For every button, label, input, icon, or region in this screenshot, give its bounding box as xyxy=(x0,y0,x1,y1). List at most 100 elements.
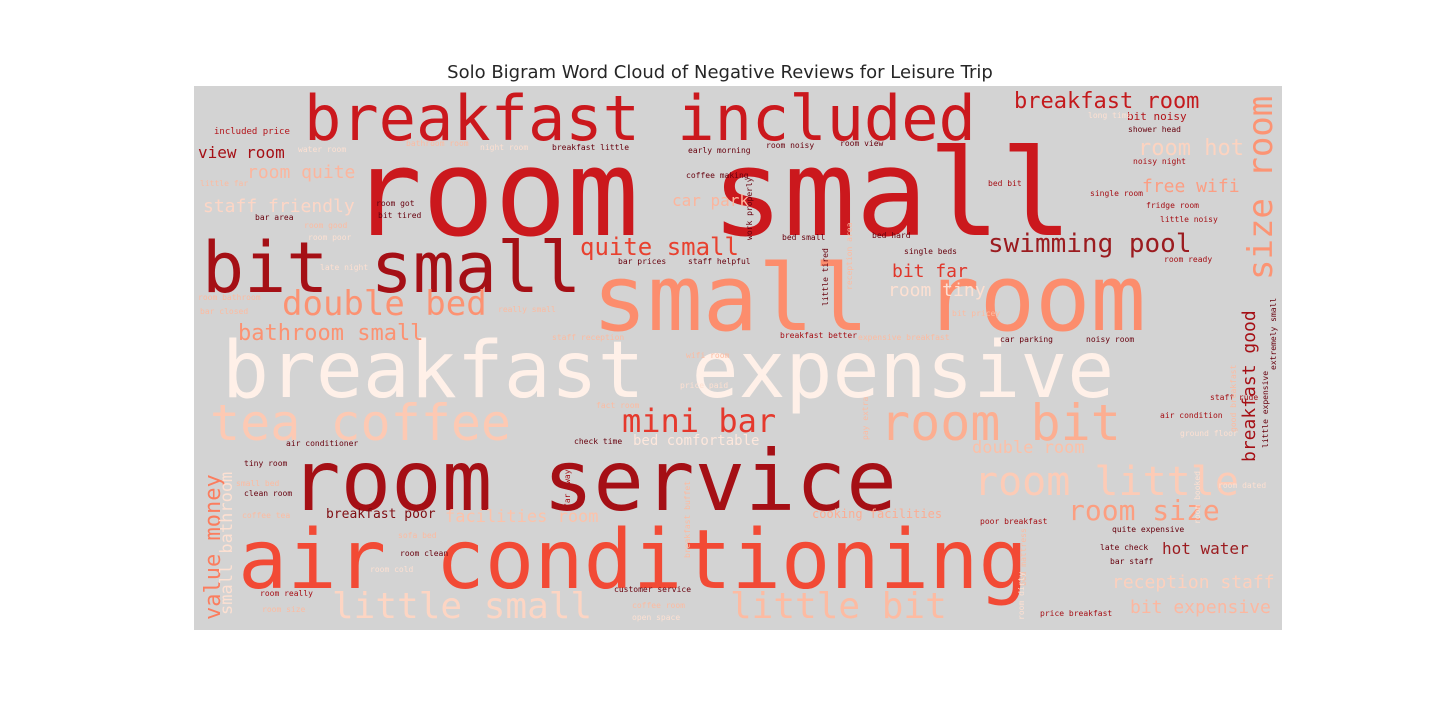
cloud-word: breakfast buffet xyxy=(683,481,692,558)
cloud-word: room dated xyxy=(1218,481,1266,490)
cloud-word: car park xyxy=(672,191,749,210)
cloud-word: coffee making xyxy=(686,171,749,180)
cloud-word: clean room xyxy=(244,489,292,498)
cloud-word: little noisy xyxy=(1160,215,1218,224)
cloud-word: room clean xyxy=(400,549,448,558)
cloud-word: tiny room xyxy=(244,459,288,468)
cloud-word: noisy night xyxy=(1133,157,1186,166)
cloud-word: room quite xyxy=(247,162,355,183)
cloud-word: room service xyxy=(290,432,897,530)
cloud-word: car parking xyxy=(1000,335,1053,344)
cloud-word: room bathroom xyxy=(198,293,261,302)
cloud-word: facilities room xyxy=(445,507,599,527)
cloud-word: check time xyxy=(574,437,622,446)
cloud-word: mini bar xyxy=(622,402,776,440)
cloud-word: bit expensive xyxy=(1130,597,1271,618)
cloud-word: bar staff xyxy=(1110,557,1154,566)
cloud-word: staff rude xyxy=(1210,393,1258,402)
cloud-word: bar area xyxy=(255,213,294,222)
cloud-word: really small xyxy=(498,305,556,314)
cloud-word: room size xyxy=(1068,494,1220,527)
cloud-word: breakfast good xyxy=(1239,310,1260,462)
cloud-word: coffee room xyxy=(632,601,685,610)
cloud-word: bed comfortable xyxy=(633,433,759,449)
cloud-word: bit far xyxy=(892,261,968,282)
cloud-word: staff friendly xyxy=(203,196,355,217)
cloud-word: bit pricey xyxy=(952,309,1000,318)
cloud-word: hot water xyxy=(1162,539,1249,558)
cloud-word: work properly xyxy=(745,177,754,240)
cloud-word: reception area xyxy=(845,222,854,290)
cloud-word: water room xyxy=(298,145,346,154)
cloud-word: room size xyxy=(262,605,306,614)
cloud-word: bit noisy xyxy=(1127,110,1187,123)
cloud-word: extremely small xyxy=(1269,298,1278,370)
cloud-word: quite expensive xyxy=(1112,525,1184,534)
cloud-word: room got xyxy=(376,199,415,208)
cloud-word: bed mattress xyxy=(1019,528,1028,586)
cloud-word: staff reception xyxy=(552,333,624,342)
cloud-word: poor breakfast xyxy=(980,517,1048,526)
cloud-word: bed hard xyxy=(872,231,911,240)
cloud-word: room little xyxy=(974,459,1239,505)
cloud-word: far away xyxy=(563,469,572,508)
cloud-word: view room xyxy=(198,143,285,162)
cloud-word: room cold xyxy=(370,565,414,574)
cloud-word: quite small xyxy=(580,233,739,261)
cloud-word: room ready xyxy=(1164,255,1212,264)
chart-title: Solo Bigram Word Cloud of Negative Revie… xyxy=(447,62,993,83)
cloud-word: late check xyxy=(1100,543,1148,552)
cloud-word: staff helpful xyxy=(688,257,751,266)
cloud-word: bed small xyxy=(782,233,826,242)
cloud-word: late night xyxy=(320,263,368,272)
cloud-word: sofa bed xyxy=(398,531,437,540)
cloud-word: bathroom small xyxy=(238,321,423,346)
cloud-word: single room xyxy=(1090,189,1143,198)
cloud-word: size room xyxy=(1241,96,1281,280)
cloud-word: little expensive xyxy=(1261,371,1270,448)
cloud-word: pay extra xyxy=(861,396,870,440)
cloud-word: room poor xyxy=(308,233,352,242)
cloud-word: air conditioner xyxy=(286,439,358,448)
cloud-word: swimming pool xyxy=(988,229,1192,259)
cloud-word: small room xyxy=(592,245,1146,352)
cloud-word: reception staff xyxy=(1112,572,1275,593)
cloud-word: little far xyxy=(200,179,248,188)
cloud-word: tea coffee xyxy=(210,394,511,452)
cloud-word: bar prices xyxy=(618,257,666,266)
cloud-word: expensive breakfast xyxy=(858,333,950,342)
cloud-word: included price xyxy=(214,127,290,137)
cloud-word: room good xyxy=(304,221,348,230)
cloud-word: open space xyxy=(632,613,680,622)
word-cloud-background xyxy=(194,86,1282,630)
cloud-word: breakfast room xyxy=(1014,89,1199,114)
cloud-word: little tired xyxy=(821,248,830,306)
cloud-word: small bathroom xyxy=(217,472,237,615)
cloud-word: early morning xyxy=(688,146,751,155)
cloud-word: bar closed xyxy=(200,307,248,316)
cloud-word: fact room xyxy=(596,401,640,410)
cloud-word: air conditioning xyxy=(238,513,1028,608)
cloud-word: bathroom room xyxy=(406,139,469,148)
cloud-word: ground floor xyxy=(1180,429,1238,438)
cloud-word: double bed xyxy=(282,284,487,324)
cloud-word: room hot xyxy=(1138,136,1244,161)
cloud-word: cooking facilities xyxy=(812,507,942,521)
cloud-word: room tiny xyxy=(888,280,986,301)
cloud-word: customer service xyxy=(614,585,691,594)
cloud-word: bed bit xyxy=(988,179,1022,188)
cloud-word: little bit xyxy=(730,586,947,627)
cloud-word: single beds xyxy=(904,247,957,256)
cloud-word: room really xyxy=(260,589,313,598)
cloud-word: night room xyxy=(480,143,528,152)
cloud-word: breakfast little xyxy=(552,143,629,152)
cloud-word: air condition xyxy=(1160,411,1223,420)
cloud-word: free wifi xyxy=(1142,176,1240,197)
cloud-word: breakfast better xyxy=(780,331,857,340)
cloud-word: shower head xyxy=(1128,125,1181,134)
cloud-word: room booked xyxy=(1193,471,1202,524)
cloud-word: room view xyxy=(840,139,884,148)
cloud-word: breakfast poor xyxy=(326,507,436,522)
